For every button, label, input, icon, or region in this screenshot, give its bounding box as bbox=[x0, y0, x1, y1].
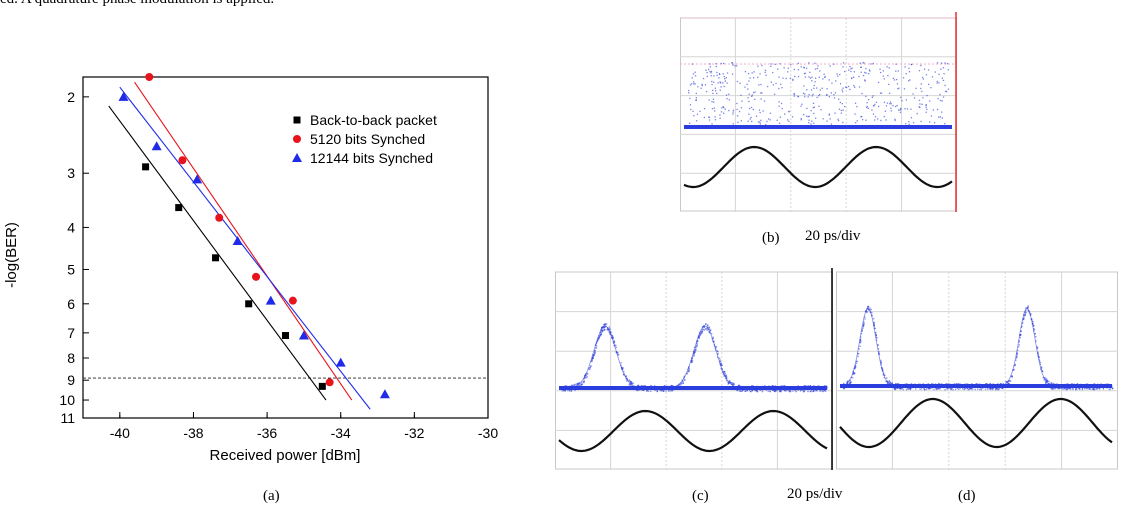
data-point-circle bbox=[252, 272, 261, 281]
data-point-square bbox=[142, 163, 150, 171]
data-point-triangle bbox=[298, 330, 309, 340]
y-tick-label: 11 bbox=[60, 410, 75, 426]
time-scale-b: 20 ps/div bbox=[805, 228, 861, 244]
data-point-square bbox=[293, 116, 301, 124]
data-point-triangle bbox=[232, 236, 243, 246]
data-point-triangle bbox=[379, 389, 390, 399]
y-tick-label: 7 bbox=[67, 325, 75, 341]
ber-chart: -40 -38 -36 -34 -32 -30 2 3 4 5 6 7 8 9 10 11 Back-to-b… bbox=[3, 73, 498, 464]
x-tick-label: -34 bbox=[331, 425, 351, 441]
clock-sine-trace bbox=[558, 409, 828, 453]
x-tick-label: -36 bbox=[257, 425, 277, 441]
y-tick-label: 9 bbox=[67, 372, 75, 388]
x-tick-label: -32 bbox=[404, 425, 424, 441]
legend-entry: 12144 bits Synched bbox=[310, 150, 433, 166]
x-tick-label: -30 bbox=[478, 425, 498, 441]
data-point-triangle bbox=[335, 357, 346, 367]
data-point-circle bbox=[215, 213, 224, 222]
caption-b: (b) bbox=[762, 230, 780, 246]
x-tick-label: -40 bbox=[110, 425, 130, 441]
scope-grid bbox=[555, 271, 833, 470]
legend-entry: 5120 bits Synched bbox=[310, 131, 425, 147]
caption-a: (a) bbox=[263, 488, 280, 504]
plot-frame bbox=[82, 76, 489, 419]
clock-sine-trace bbox=[839, 397, 1113, 449]
x-tick-label: -38 bbox=[183, 425, 203, 441]
data-point-square bbox=[212, 254, 220, 262]
data-point-square bbox=[318, 382, 326, 390]
legend-entry: Back-to-back packet bbox=[310, 112, 437, 128]
pulse-trace bbox=[841, 305, 1114, 391]
fit-line bbox=[108, 105, 327, 401]
y-tick-label: 5 bbox=[67, 261, 75, 277]
data-point-triangle bbox=[192, 174, 203, 184]
y-tick-label: 10 bbox=[59, 392, 75, 408]
pulse-trace bbox=[561, 323, 828, 393]
y-tick-label: 3 bbox=[67, 165, 75, 181]
data-point-triangle bbox=[151, 141, 162, 151]
noise-dots bbox=[688, 62, 950, 126]
data-point-square bbox=[175, 204, 183, 212]
y-tick-label: 6 bbox=[67, 296, 75, 312]
data-point-triangle bbox=[292, 153, 302, 162]
baseline-trace bbox=[559, 386, 827, 390]
time-scale-cd: 20 ps/div bbox=[787, 486, 843, 502]
baseline-trace bbox=[840, 384, 1112, 388]
data-point-circle bbox=[178, 156, 187, 165]
data-point-circle bbox=[325, 378, 334, 387]
y-axis-label: -log(BER) bbox=[3, 222, 20, 288]
data-point-triangle bbox=[118, 91, 129, 101]
scope-panel-c bbox=[555, 268, 833, 470]
x-axis-label: Received power [dBm] bbox=[210, 447, 361, 464]
data-point-circle bbox=[293, 135, 301, 143]
y-tick-label: 4 bbox=[67, 219, 75, 235]
caption-d: (d) bbox=[958, 488, 976, 504]
scope-panel-d bbox=[836, 268, 1118, 470]
caption-c: (c) bbox=[692, 488, 709, 504]
clock-sine-trace bbox=[683, 145, 953, 189]
scope-panel-b bbox=[680, 12, 962, 212]
data-point-circle bbox=[288, 296, 297, 305]
baseline-trace bbox=[684, 125, 952, 129]
data-point-triangle bbox=[265, 295, 276, 305]
y-tick-label: 2 bbox=[67, 89, 75, 105]
scope-grid bbox=[836, 271, 1118, 470]
data-point-square bbox=[245, 300, 253, 308]
data-point-circle bbox=[145, 73, 154, 81]
body-text-line: ed. A quadrature phase modulation is app… bbox=[0, 0, 274, 8]
data-point-square bbox=[282, 332, 289, 340]
y-tick-label: 8 bbox=[67, 350, 75, 366]
scope-grid bbox=[680, 17, 957, 212]
fit-line bbox=[134, 81, 353, 401]
fit-line bbox=[119, 86, 371, 410]
